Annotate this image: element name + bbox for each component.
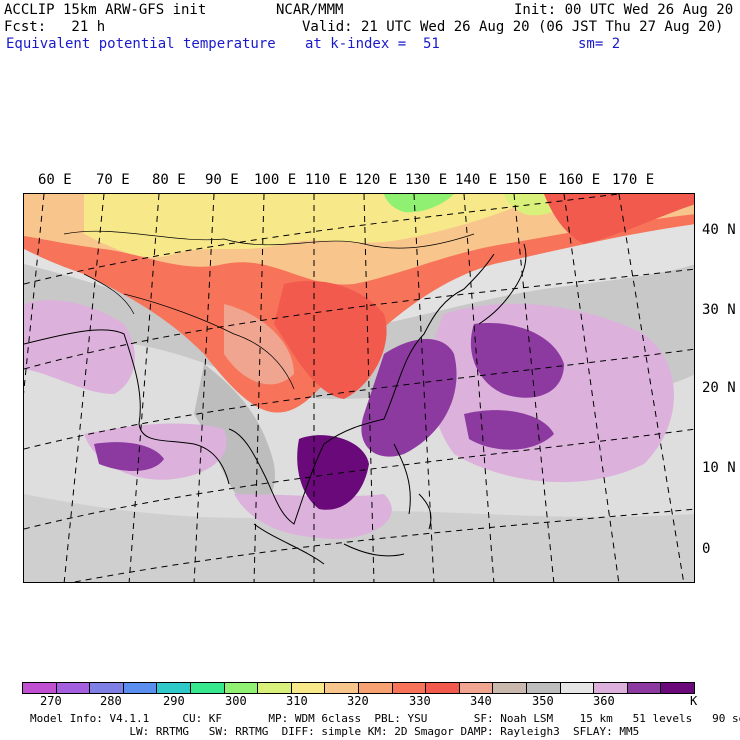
lat-label: 0 [702, 541, 711, 557]
colorbar-swatch [55, 682, 91, 694]
maritime-coast [253, 523, 405, 565]
graticule-lat-line [24, 348, 694, 450]
forecast-hour: Fcst: 21 h [4, 19, 106, 35]
colorbar-swatch [425, 682, 460, 694]
warm-belt-yellow [84, 194, 544, 258]
colorbar-label: 270 [40, 694, 62, 708]
scs-core [297, 435, 369, 510]
model-info-line2: LW: RRTMG SW: RRTMG DIFF: simple KM: 2D … [30, 725, 640, 738]
lon-label: 170 E [612, 172, 655, 188]
northeast-red [544, 194, 694, 244]
lon-label: 70 E [96, 172, 130, 188]
map-canvas [24, 194, 694, 582]
mongolia-border [63, 230, 475, 249]
model-info-line1: Model Info: V4.1.1 CU: KF MP: WDM 6class… [30, 712, 740, 725]
lon-label: 60 E [38, 172, 72, 188]
init-time: Init: 00 UTC Wed 26 Aug 20 [514, 2, 734, 18]
colorbar-swatch [22, 682, 57, 694]
colorbar-swatch [122, 682, 158, 694]
colorbar-swatch [559, 682, 595, 694]
colorbar-unit: K [690, 694, 698, 708]
borders [63, 230, 475, 390]
colorbar-swatch [290, 682, 326, 694]
colorbar-swatch [593, 682, 628, 694]
smoothing-label: sm= 2 [578, 36, 621, 52]
colorbar-swatch [458, 682, 494, 694]
lon-label: 100 E [254, 172, 297, 188]
central-asia-border [83, 273, 135, 315]
model-title: ACCLIP 15km ARW-GFS init [4, 2, 207, 18]
west-lilac [24, 300, 135, 394]
east-asia-coast [228, 253, 495, 525]
lat-label: 20 N [702, 380, 736, 396]
colorbar-swatch [492, 682, 527, 694]
lat-label: 10 N [702, 460, 736, 476]
colorbar-label: 360 [593, 694, 615, 708]
indochina-grey [194, 364, 275, 507]
china-red-core [274, 280, 387, 399]
lat-label: 40 N [702, 222, 736, 238]
graticule-lat-line [24, 194, 623, 285]
scs-purple [361, 339, 457, 457]
colorbar-swatch [391, 682, 427, 694]
west-pacific-purple [470, 323, 564, 398]
colorbar-swatch [660, 682, 695, 694]
china-salmon [224, 304, 294, 385]
lon-label: 80 E [152, 172, 186, 188]
lon-label: 150 E [505, 172, 548, 188]
lon-label: 140 E [455, 172, 498, 188]
colorbar-swatch [626, 682, 662, 694]
graticule-lat-line [24, 428, 694, 530]
himalaya-border [123, 293, 295, 390]
colorbar-swatch [257, 682, 292, 694]
graticule [24, 194, 694, 582]
colorbar-label: 330 [409, 694, 431, 708]
colorbar-swatch [89, 682, 124, 694]
philippines-coast [393, 443, 432, 530]
equatorial-lilac [234, 494, 392, 539]
lon-label: 120 E [355, 172, 398, 188]
colorbar-label: 280 [100, 694, 122, 708]
bay-purple [94, 442, 164, 471]
lon-label: 110 E [305, 172, 348, 188]
lon-label: 160 E [558, 172, 601, 188]
theta-e-map [23, 193, 695, 583]
colorbar-label: 310 [286, 694, 308, 708]
field-name: Equivalent potential temperature [6, 36, 276, 52]
pacific-purple-2 [464, 410, 554, 450]
lon-label: 130 E [405, 172, 448, 188]
colorbar-label: 340 [470, 694, 492, 708]
colorbar-swatch [190, 682, 225, 694]
colorbar-label: 290 [163, 694, 185, 708]
colorbar-label: 350 [532, 694, 554, 708]
southern-grey [24, 494, 694, 582]
graticule-lat-line [24, 268, 694, 370]
graticule-lat-line [71, 508, 694, 582]
lat-label: 30 N [702, 302, 736, 318]
lon-label: 90 E [205, 172, 239, 188]
colorbar-label: 320 [347, 694, 369, 708]
colorbar-swatch [358, 682, 393, 694]
india-coast [24, 329, 230, 485]
colorbar-swatch [223, 682, 259, 694]
colorbar-label: 300 [225, 694, 247, 708]
level-index: at k-index = 51 [305, 36, 440, 52]
org-label: NCAR/MMM [276, 2, 344, 18]
valid-time: Valid: 21 UTC Wed 26 Aug 20 (06 JST Thu … [302, 19, 724, 35]
colorbar-swatch [156, 682, 191, 694]
colorbar-swatch [526, 682, 561, 694]
green-patch [384, 194, 454, 213]
colorbar-swatch [324, 682, 359, 694]
